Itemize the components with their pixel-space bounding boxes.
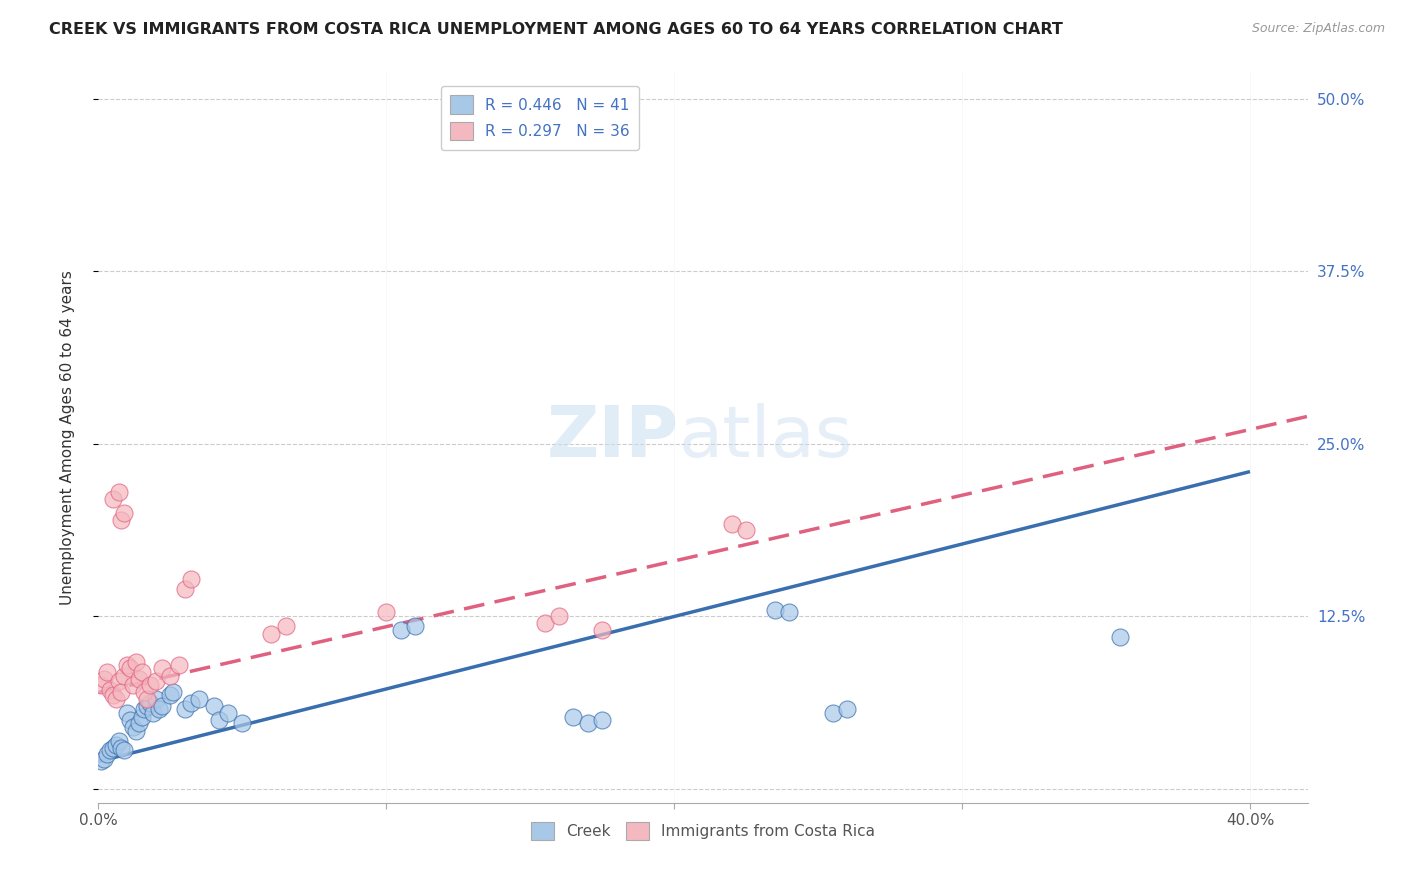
Point bbox=[145, 692, 167, 706]
Point bbox=[162, 685, 184, 699]
Point bbox=[110, 513, 132, 527]
Point bbox=[110, 740, 132, 755]
Point bbox=[180, 697, 202, 711]
Point bbox=[98, 682, 121, 697]
Point bbox=[134, 702, 156, 716]
Point bbox=[90, 678, 112, 692]
Point bbox=[188, 692, 211, 706]
Point bbox=[763, 602, 786, 616]
Point bbox=[1109, 630, 1132, 644]
Point bbox=[821, 706, 844, 720]
Point bbox=[159, 669, 181, 683]
Point bbox=[136, 699, 159, 714]
Point bbox=[120, 713, 142, 727]
Text: ZIP: ZIP bbox=[547, 402, 679, 472]
Point bbox=[107, 733, 129, 747]
Point bbox=[150, 699, 173, 714]
Point bbox=[112, 506, 135, 520]
Point bbox=[122, 678, 145, 692]
Point bbox=[134, 685, 156, 699]
Legend: Creek, Immigrants from Costa Rica: Creek, Immigrants from Costa Rica bbox=[524, 815, 882, 847]
Point bbox=[93, 751, 115, 765]
Point bbox=[274, 619, 297, 633]
Point bbox=[375, 605, 398, 619]
Point bbox=[142, 706, 165, 720]
Point bbox=[139, 697, 162, 711]
Point bbox=[128, 715, 150, 730]
Point bbox=[96, 665, 118, 679]
Point bbox=[110, 685, 132, 699]
Point bbox=[125, 724, 148, 739]
Point bbox=[231, 715, 253, 730]
Text: atlas: atlas bbox=[679, 402, 853, 472]
Text: Source: ZipAtlas.com: Source: ZipAtlas.com bbox=[1251, 22, 1385, 36]
Point bbox=[404, 619, 426, 633]
Point bbox=[260, 627, 283, 641]
Point bbox=[96, 747, 118, 762]
Point bbox=[101, 740, 124, 755]
Point bbox=[148, 702, 170, 716]
Point bbox=[735, 523, 758, 537]
Point bbox=[107, 485, 129, 500]
Point bbox=[122, 720, 145, 734]
Point bbox=[150, 660, 173, 674]
Point bbox=[180, 572, 202, 586]
Point bbox=[208, 713, 231, 727]
Point bbox=[104, 692, 127, 706]
Point bbox=[90, 755, 112, 769]
Point bbox=[115, 706, 138, 720]
Point bbox=[120, 660, 142, 674]
Point bbox=[131, 710, 153, 724]
Point bbox=[98, 743, 121, 757]
Point bbox=[125, 655, 148, 669]
Point bbox=[835, 702, 858, 716]
Point bbox=[591, 624, 613, 638]
Point bbox=[217, 706, 239, 720]
Point bbox=[548, 609, 571, 624]
Y-axis label: Unemployment Among Ages 60 to 64 years: Unemployment Among Ages 60 to 64 years bbox=[60, 269, 75, 605]
Point bbox=[562, 710, 585, 724]
Point bbox=[167, 657, 190, 672]
Point bbox=[139, 678, 162, 692]
Point bbox=[93, 672, 115, 686]
Point bbox=[101, 688, 124, 702]
Point bbox=[112, 669, 135, 683]
Point bbox=[112, 743, 135, 757]
Point bbox=[173, 702, 195, 716]
Point bbox=[173, 582, 195, 596]
Point bbox=[202, 699, 225, 714]
Point bbox=[591, 713, 613, 727]
Point bbox=[107, 674, 129, 689]
Point bbox=[159, 688, 181, 702]
Text: CREEK VS IMMIGRANTS FROM COSTA RICA UNEMPLOYMENT AMONG AGES 60 TO 64 YEARS CORRE: CREEK VS IMMIGRANTS FROM COSTA RICA UNEM… bbox=[49, 22, 1063, 37]
Point bbox=[145, 674, 167, 689]
Point bbox=[131, 665, 153, 679]
Point bbox=[389, 624, 412, 638]
Point bbox=[778, 605, 800, 619]
Point bbox=[128, 672, 150, 686]
Point bbox=[576, 715, 599, 730]
Point bbox=[720, 516, 742, 531]
Point bbox=[115, 657, 138, 672]
Point bbox=[104, 738, 127, 752]
Point bbox=[533, 616, 555, 631]
Point bbox=[136, 692, 159, 706]
Point bbox=[101, 492, 124, 507]
